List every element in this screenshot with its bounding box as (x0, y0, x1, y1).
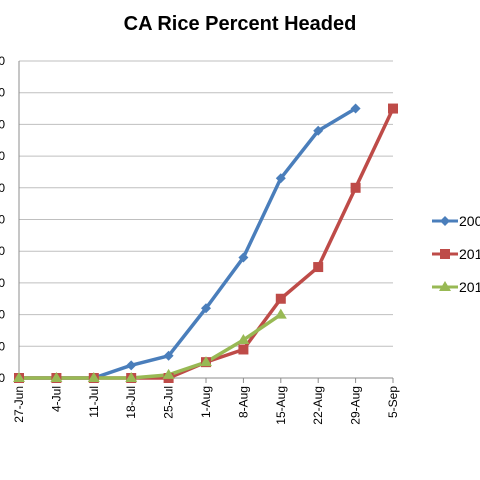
series-markers (13, 103, 398, 383)
legend-label: 200 (459, 213, 480, 229)
y-tick-label: 0 (0, 117, 5, 131)
y-tick-label: 0 (0, 181, 5, 195)
x-tick-label: 25-Jul (162, 386, 176, 419)
legend-marker (440, 216, 450, 226)
legend-marker (440, 249, 450, 259)
data-point (275, 173, 286, 184)
x-tick-label: 4-Jul (49, 386, 63, 412)
data-point (313, 125, 324, 136)
data-point (163, 350, 174, 361)
x-tick-label: 27-Jun (12, 386, 26, 423)
axes (18, 61, 394, 383)
x-tick-label: 8-Aug (236, 386, 250, 418)
x-tick-label: 18-Jul (124, 386, 138, 419)
x-tick-label: 15-Aug (274, 386, 288, 425)
legend-marker (439, 281, 451, 291)
data-point (238, 252, 249, 263)
y-tick-label: 0 (0, 308, 5, 322)
x-tick-label: 1-Aug (199, 386, 213, 418)
data-point (274, 308, 287, 319)
x-tick-label: 29-Aug (349, 386, 363, 425)
y-tick-labels: 0 0 0 0 0 0 0 0 0 0 0 (0, 54, 5, 385)
y-tick-label: 0 (0, 149, 5, 163)
data-point (238, 344, 249, 355)
data-point (350, 103, 361, 114)
data-point (87, 372, 100, 382)
series-line-2 (19, 313, 282, 380)
data-point (388, 103, 398, 114)
chart-title: CA Rice Percent Headed (124, 13, 357, 35)
y-tick-label: 0 (0, 244, 5, 258)
y-tick-label: 0 (0, 213, 5, 227)
y-tick-label: 0 (0, 86, 5, 100)
data-point (200, 356, 212, 367)
x-tick-label: 11-Jul (87, 386, 101, 418)
series-line-0 (19, 107, 357, 380)
legend-label: 201 (459, 246, 480, 262)
series-lines (19, 107, 395, 380)
data-point (13, 372, 25, 382)
legend-label: 201 (459, 279, 480, 295)
y-tick-label: 0 (0, 54, 5, 68)
y-tick-label: 0 (0, 371, 5, 385)
data-point (125, 372, 138, 382)
data-point (162, 368, 175, 379)
data-point (275, 293, 286, 304)
data-point (313, 262, 324, 273)
x-tick-label: 5-Sep (386, 386, 400, 418)
legend: 200 201 201 (432, 213, 480, 295)
series-line-1 (19, 107, 395, 380)
data-point (350, 182, 361, 193)
y-tick-label: 0 (0, 339, 5, 353)
y-tick-label: 0 (0, 276, 5, 290)
gridlines (19, 60, 393, 379)
data-point (50, 372, 63, 382)
data-point (126, 360, 137, 371)
data-point (237, 333, 250, 344)
x-tick-label: 22-Aug (311, 386, 325, 425)
data-point (201, 303, 211, 314)
x-tick-labels: 27-Jun 4-Jul 11-Jul 18-Jul 25-Jul 1-Aug 8-Aug 1… (12, 386, 400, 425)
